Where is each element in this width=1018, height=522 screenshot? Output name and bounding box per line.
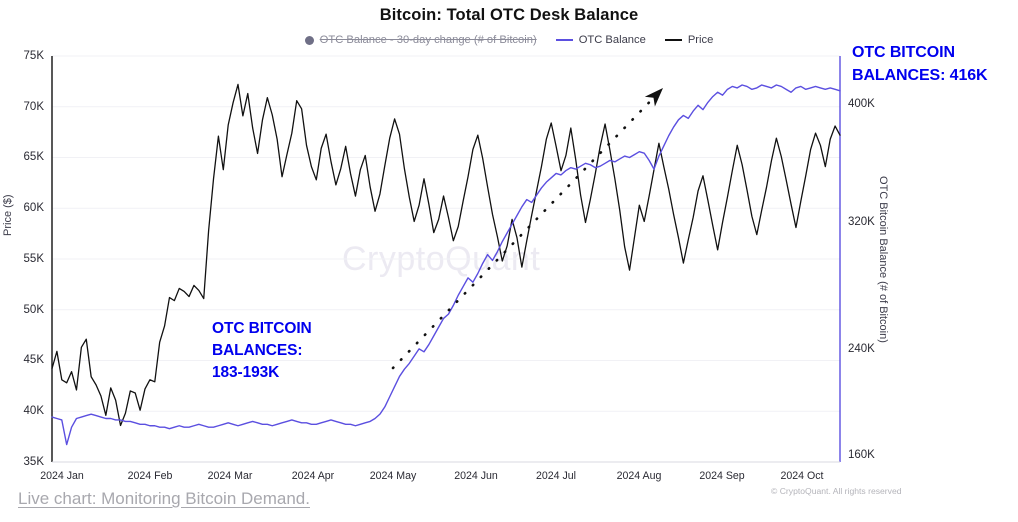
x-tick: 2024 Oct [780, 470, 824, 482]
y-axis-left-title: Price ($) [2, 194, 14, 236]
y-tick-left: 65K [23, 151, 44, 163]
gridlines [52, 55, 840, 412]
live-chart-link[interactable]: Live chart: Monitoring Bitcoin Demand. [18, 489, 310, 508]
y-tick-right: 240K [848, 343, 875, 355]
legend-dot-icon [304, 35, 314, 45]
y-tick-left: 55K [23, 253, 44, 265]
y-tick-left: 45K [23, 354, 44, 366]
trend-arrow-icon [391, 88, 663, 370]
legend-item-otc-balance[interactable]: OTC Balance [555, 34, 646, 46]
y-tick-right: 160K [848, 449, 875, 461]
x-tick: 2024 Sep [699, 470, 745, 482]
y-axis-right-title: OTC Bitcoin Balance (# of Bitcoin) [877, 176, 889, 343]
legend-item-price[interactable]: Price [664, 34, 714, 46]
y-tick-left: 40K [23, 405, 44, 417]
y-tick-right: 400K [848, 98, 875, 110]
y-tick-left: 70K [23, 101, 44, 113]
y-tick-left: 35K [23, 456, 44, 468]
legend-label: Price [687, 34, 714, 46]
x-tick: 2024 Jun [454, 470, 498, 482]
legend-label: OTC Balance [578, 34, 646, 46]
x-tick: 2024 Jan [40, 470, 84, 482]
legend-line-icon [555, 39, 573, 41]
x-tick: 2024 Jul [535, 470, 577, 482]
watermark-cryptoquant: CryptoQuant [342, 240, 541, 278]
y-tick-left: 75K [23, 50, 44, 62]
legend-item-otc-balance-change[interactable]: OTC Balance - 30-day change (# of Bitcoi… [304, 34, 537, 46]
y-tick-left: 60K [23, 202, 44, 214]
x-tick: 2024 Apr [291, 470, 335, 482]
x-tick: 2024 Mar [207, 470, 253, 482]
chart-title: Bitcoin: Total OTC Desk Balance [379, 6, 639, 24]
y-tick-left: 50K [23, 304, 44, 316]
y-tick-right: 320K [848, 216, 875, 228]
copyright-text: © CryptoQuant. All rights reserved [771, 486, 902, 496]
x-tick: 2024 May [369, 470, 417, 482]
legend-line-icon [664, 39, 682, 41]
chart-legend: OTC Balance - 30-day change (# of Bitcoi… [0, 34, 1018, 46]
x-tick: 2024 Feb [127, 470, 173, 482]
annotation-otc-balances-low: OTC BITCOIN BALANCES: 183-193K [212, 320, 312, 381]
legend-label: OTC Balance - 30-day change (# of Bitcoi… [319, 34, 537, 46]
annotation-otc-balances-high: OTC BITCOIN BALANCES: 416K [852, 44, 988, 84]
x-tick: 2024 Aug [616, 470, 662, 482]
